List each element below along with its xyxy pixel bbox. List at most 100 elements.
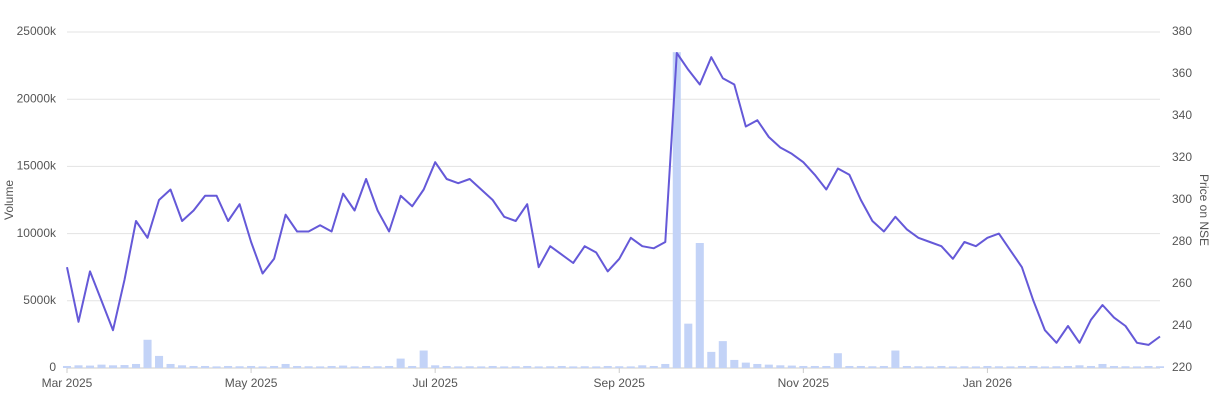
x-tick-label: Mar 2025 <box>42 376 93 390</box>
volume-bar <box>603 365 612 368</box>
volume-bar <box>810 365 819 368</box>
volume-bar <box>1017 365 1026 368</box>
volume-bar <box>442 365 451 368</box>
volume-bar <box>592 366 601 368</box>
volume-bar <box>477 366 486 368</box>
volume-bar <box>787 365 796 368</box>
y-axis-label: Volume <box>2 180 16 220</box>
volume-bar <box>97 364 106 368</box>
volume-bar <box>1086 365 1095 368</box>
volume-bar <box>695 243 704 368</box>
volume-bar <box>270 365 279 368</box>
volume-bar <box>132 363 141 368</box>
volume-bar <box>488 365 497 368</box>
volume-bar <box>833 353 842 368</box>
volume-bar <box>1098 363 1107 368</box>
volume-bar <box>178 365 187 368</box>
volume-bar <box>879 365 888 368</box>
volume-bar <box>281 363 290 368</box>
volume-bar <box>143 339 152 368</box>
x-tick-label: Nov 2025 <box>778 376 830 390</box>
volume-bar <box>1029 365 1038 368</box>
y2-tick-label: 320 <box>1172 150 1192 164</box>
volume-bar <box>845 365 854 368</box>
volume-bar <box>258 366 267 368</box>
y2-tick-label: 300 <box>1172 192 1192 206</box>
volume-bar <box>166 363 175 368</box>
volume-bar <box>914 366 923 368</box>
volume-bar <box>718 341 727 368</box>
volume-bar <box>339 365 348 368</box>
volume-bar <box>580 366 589 368</box>
volume-bar <box>925 366 934 368</box>
volume-bar <box>293 365 302 368</box>
volume-bar <box>937 365 946 368</box>
volume-bar <box>235 366 244 368</box>
volume-bar <box>523 365 532 368</box>
volume-bar <box>327 365 336 368</box>
y-tick-label: 5000k <box>23 293 57 307</box>
volume-bar <box>684 323 693 368</box>
y-tick-label: 10000k <box>17 226 57 240</box>
volume-bar <box>1109 365 1119 368</box>
volume-bar <box>994 366 1003 368</box>
volume-bar <box>868 366 877 368</box>
volume-bar <box>764 364 773 368</box>
x-tick-label: Jul 2025 <box>412 376 458 390</box>
volume-bar <box>1075 365 1084 368</box>
volume-bar <box>1144 365 1153 368</box>
y2-tick-label: 240 <box>1172 318 1192 332</box>
volume-bar <box>1155 366 1165 368</box>
volume-bar <box>1063 365 1072 368</box>
volume-bar <box>408 365 417 368</box>
volume-bar <box>362 365 371 368</box>
volume-bar <box>511 366 520 368</box>
volume-bar <box>557 365 566 368</box>
volume-bar <box>62 365 72 368</box>
volume-bar <box>626 366 635 368</box>
volume-bar <box>753 363 762 368</box>
volume-bar <box>189 365 198 368</box>
y-tick-label: 15000k <box>17 159 57 173</box>
volume-bar <box>776 365 785 368</box>
y2-tick-label: 280 <box>1172 234 1192 248</box>
volume-bar <box>201 365 210 368</box>
price-line <box>66 52 1161 346</box>
volume-bar <box>385 365 394 368</box>
volume-bar <box>569 366 578 368</box>
volume-bar <box>983 365 992 368</box>
volume-bar <box>902 365 911 368</box>
y-tick-label: 0 <box>49 360 56 374</box>
volume-bar <box>108 365 118 368</box>
volume-bar <box>707 351 716 368</box>
volume-bar <box>431 365 440 368</box>
y2-tick-label: 360 <box>1172 66 1192 80</box>
volume-bar <box>730 359 739 368</box>
y-tick-label: 25000k <box>17 24 57 38</box>
volume-bar <box>1132 366 1142 368</box>
volume-bar <box>419 350 428 368</box>
volume-bar <box>74 365 83 368</box>
volume-bar <box>856 365 865 368</box>
volume-bar <box>247 365 256 368</box>
volume-bar <box>396 358 405 368</box>
volume-bar <box>1052 366 1061 368</box>
volume-bar <box>948 366 957 368</box>
volume-bar <box>1040 366 1049 368</box>
volume-bar <box>155 355 164 368</box>
y2-tick-label: 380 <box>1172 24 1192 38</box>
volume-bar <box>661 363 670 368</box>
y2-tick-label: 220 <box>1172 360 1192 374</box>
volume-bar <box>454 366 463 368</box>
volume-bar <box>85 365 95 368</box>
x-tick-label: May 2025 <box>225 376 278 390</box>
volume-bar <box>1006 366 1015 368</box>
volume-bar <box>638 365 647 368</box>
volume-bar <box>304 366 313 368</box>
volume-bar <box>224 365 233 368</box>
x-tick-label: Sep 2025 <box>594 376 646 390</box>
volume-bar <box>649 365 658 368</box>
y2-tick-label: 260 <box>1172 276 1192 290</box>
volume-bar <box>891 350 900 368</box>
